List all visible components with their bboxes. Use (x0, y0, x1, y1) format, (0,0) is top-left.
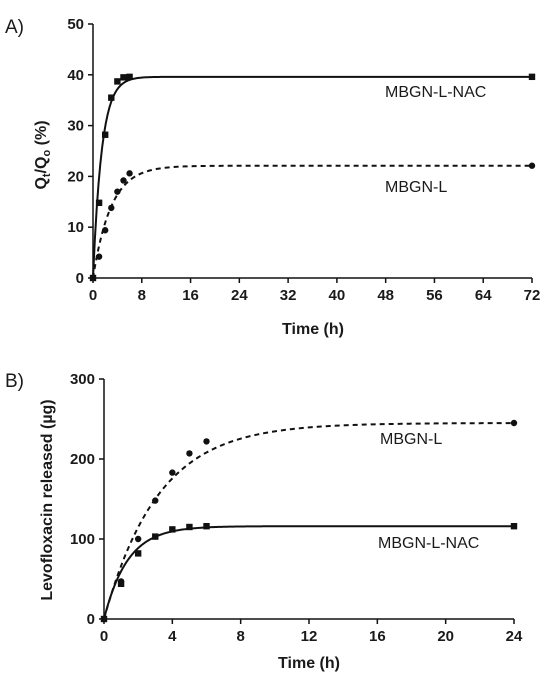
panel-a-x-tick-label: 72 (524, 287, 541, 304)
panel-b-label: B) (5, 371, 24, 392)
panel-a-data-point-mbgn-l-nac (120, 74, 127, 81)
panel-b-data-point-mbgn-l-nac (117, 580, 125, 587)
panel-b-plot-area (100, 419, 518, 623)
panel-a-data-point-mbgn-l (108, 204, 115, 212)
panel-a-data-point-mbgn-l (528, 162, 536, 169)
panel-b-data-point-mbgn-l-nac (134, 550, 142, 557)
panel-a-data-point-mbgn-l (101, 227, 109, 234)
panel-a-x-tick-label: 8 (138, 287, 146, 304)
panel-a-series-label-l: MBGN-L (385, 179, 447, 196)
panel-b-x-tick-label: 12 (301, 628, 318, 645)
panel-b-x-tick-label: 16 (369, 628, 386, 645)
panel-b-x-axis-label: Time (h) (278, 655, 340, 672)
panel-b-data-point-mbgn-l-nac (100, 615, 108, 623)
panel-a-axes: 0 10 20 30 40 50 0 8 16 24 32 40 48 56 64 72 (67, 16, 540, 304)
panel-a-x-tick-label: 0 (89, 287, 97, 304)
panel-a-y-axis-label: Qt/Qo (%) (33, 120, 53, 189)
panel-a-y-tick-label: 20 (67, 168, 84, 185)
panel-a-x-tick-label: 48 (377, 287, 394, 304)
panel-b-y-tick-label: 200 (70, 451, 95, 468)
panel-b-x-tick-label: 4 (168, 628, 177, 645)
panel-b-series-line-mbgn-l (103, 422, 514, 620)
panel-b-data-point-mbgn-l-nac (203, 523, 210, 530)
panel-b-x-tick-label: 0 (100, 628, 108, 645)
panel-b-y-tick-label: 300 (70, 371, 95, 388)
panel-b-data-point-mbgn-l-nac (510, 523, 518, 530)
panel-a-series-line-mbgn-l (92, 164, 532, 279)
panel-a-series-label-nac: MBGN-L-NAC (385, 84, 486, 101)
panel-b-axes: 0 100 200 300 0 4 8 12 16 20 24 (70, 371, 523, 645)
panel-b-y-tick-label: 0 (87, 611, 95, 628)
panel-a-data-point-mbgn-l (89, 274, 97, 282)
panel-a-data-point-mbgn-l (126, 170, 133, 177)
panel-b-x-tick-label: 20 (437, 628, 454, 645)
panel-a-x-tick-label: 56 (426, 287, 443, 304)
panel-b-data-point-mbgn-l (169, 469, 176, 476)
panel-a-data-point-mbgn-l-nac (126, 73, 133, 81)
panel-a-data-point-mbgn-l-nac (101, 131, 109, 138)
panel-a-chart: A) 0 10 20 30 40 50 0 8 16 24 32 40 48 56 64 72 Time (h… (5, 16, 540, 338)
panel-a-x-axis-label: Time (h) (282, 321, 344, 338)
panel-a-data-point-mbgn-l-nac (108, 94, 115, 101)
panel-a-x-tick-label: 32 (280, 287, 297, 304)
panel-a-data-point-mbgn-l (120, 177, 127, 184)
panel-b-series-label-l: MBGN-L (380, 431, 442, 448)
panel-b-y-axis-label: Levofloxacin released (µg) (39, 399, 56, 600)
panel-b-x-tick-label: 24 (506, 628, 523, 645)
panel-a-y-tick-label: 30 (67, 118, 84, 135)
panel-a-data-point-mbgn-l-nac (528, 73, 536, 81)
panel-b-y-tick-label: 100 (70, 531, 95, 548)
panel-b-data-point-mbgn-l (203, 438, 210, 445)
panel-b-data-point-mbgn-l (134, 535, 142, 543)
panel-b-data-point-mbgn-l-nac (152, 533, 159, 540)
panel-b-series-label-nac: MBGN-L-NAC (378, 535, 479, 552)
panel-b-data-point-mbgn-l (510, 419, 518, 427)
panel-a-x-tick-label: 40 (329, 287, 346, 304)
panel-a-y-tick-label: 40 (67, 67, 84, 84)
panel-b-data-point-mbgn-l-nac (186, 523, 193, 531)
panel-a-data-point-mbgn-l-nac (114, 78, 121, 85)
panel-a-plot-area (89, 73, 536, 282)
panel-b-data-point-mbgn-l (152, 497, 159, 504)
panel-a-data-point-mbgn-l (95, 253, 103, 260)
panel-a-y-tick-label: 50 (67, 16, 84, 33)
panel-a-label: A) (5, 17, 24, 38)
panel-a-y-tick-label: 10 (67, 219, 84, 236)
panel-a-series-line-mbgn-l-nac (92, 75, 532, 279)
panel-a-x-tick-label: 24 (231, 287, 248, 304)
panel-a-y-tick-label: 0 (76, 270, 84, 287)
panel-b-chart: B) 0 100 200 300 0 4 8 12 16 20 24 Time (h) Levofl… (5, 371, 523, 672)
panel-b-x-tick-label: 8 (236, 628, 244, 645)
panel-a-x-tick-label: 16 (182, 287, 199, 304)
panel-a-data-point-mbgn-l-nac (95, 199, 103, 207)
panel-a-x-tick-label: 64 (475, 287, 492, 304)
panel-a-data-point-mbgn-l (114, 188, 121, 195)
panel-b-data-point-mbgn-l (186, 450, 193, 457)
panel-b-data-point-mbgn-l-nac (169, 526, 176, 533)
